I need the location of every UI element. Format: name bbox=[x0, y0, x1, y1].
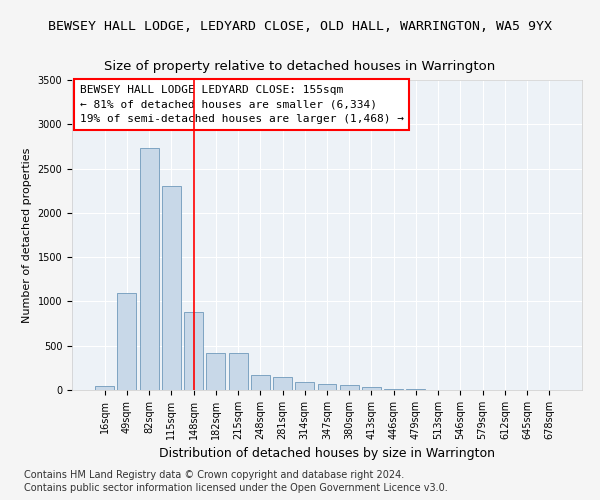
Bar bbox=[384, 388, 403, 390]
Bar bbox=[340, 385, 359, 390]
Text: Contains public sector information licensed under the Open Government Licence v3: Contains public sector information licen… bbox=[24, 483, 448, 493]
Bar bbox=[95, 386, 114, 390]
Bar bbox=[206, 353, 225, 390]
Y-axis label: Number of detached properties: Number of detached properties bbox=[22, 148, 32, 322]
Bar bbox=[229, 353, 248, 390]
Text: Contains HM Land Registry data © Crown copyright and database right 2024.: Contains HM Land Registry data © Crown c… bbox=[24, 470, 404, 480]
Bar bbox=[362, 387, 381, 390]
Bar bbox=[162, 186, 181, 390]
Text: BEWSEY HALL LODGE, LEDYARD CLOSE, OLD HALL, WARRINGTON, WA5 9YX: BEWSEY HALL LODGE, LEDYARD CLOSE, OLD HA… bbox=[48, 20, 552, 33]
Bar bbox=[184, 312, 203, 390]
Bar bbox=[273, 376, 292, 390]
Bar bbox=[317, 384, 337, 390]
X-axis label: Distribution of detached houses by size in Warrington: Distribution of detached houses by size … bbox=[159, 448, 495, 460]
Bar bbox=[118, 294, 136, 390]
Text: Size of property relative to detached houses in Warrington: Size of property relative to detached ho… bbox=[104, 60, 496, 73]
Bar bbox=[251, 375, 270, 390]
Text: BEWSEY HALL LODGE LEDYARD CLOSE: 155sqm
← 81% of detached houses are smaller (6,: BEWSEY HALL LODGE LEDYARD CLOSE: 155sqm … bbox=[80, 84, 404, 124]
Bar bbox=[406, 389, 425, 390]
Bar bbox=[295, 382, 314, 390]
Bar bbox=[140, 148, 158, 390]
